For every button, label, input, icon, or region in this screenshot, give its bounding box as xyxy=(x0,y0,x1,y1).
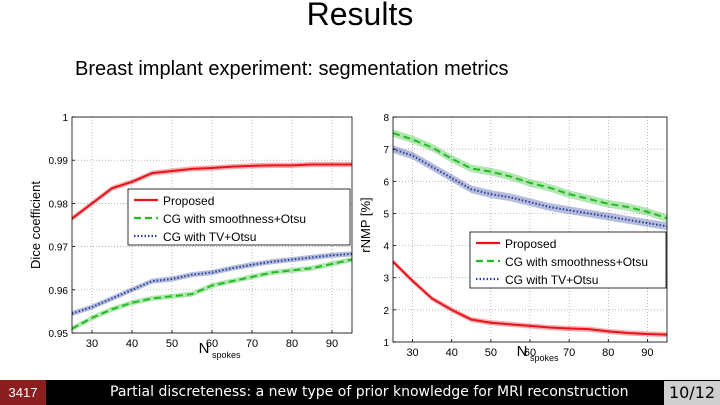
chart-2-xtick-label: 80 xyxy=(602,347,614,359)
page-number: 10/12 xyxy=(664,381,720,405)
chart-1-xtick-label: 60 xyxy=(206,338,218,350)
chart-2-legend-label-3: CG with TV+Otsu xyxy=(505,273,598,287)
chart-1-ytick-label: 0.98 xyxy=(49,199,69,210)
chart-2-series-3-line xyxy=(392,148,668,228)
chart-1-ytick-label: 0.99 xyxy=(49,156,69,167)
chart-2-xtick-label: 30 xyxy=(406,347,418,359)
chart-1-xlabel: N xyxy=(199,340,210,357)
chart-1-xtick-label: 40 xyxy=(126,338,138,350)
chart-1-series-1-line xyxy=(71,163,352,220)
charts-canvas: 30 40 50 60 70 80 90 1 0.99 0.98 0.97 0.96 0.95 N spok… xyxy=(28,113,668,363)
chart-1-series-2-band xyxy=(72,256,352,332)
chart-2-xlabel-sub: spokes xyxy=(530,353,559,363)
chart-2-xtick-label: 40 xyxy=(446,347,458,359)
chart-2-ytick-label: 7 xyxy=(383,145,389,156)
footer-text: Partial discreteness: a new type of prio… xyxy=(110,384,629,400)
chart-1-xtick-label: 70 xyxy=(246,338,258,350)
chart-1-ytick-label: 0.97 xyxy=(49,243,69,254)
chart-2-ylabel: rNMP [%] xyxy=(358,197,373,252)
chart-2-legend-label-2: CG with smoothness+Otsu xyxy=(505,255,648,269)
chart-1-ytick-label: 0.95 xyxy=(49,329,69,340)
chart-1-ylabel: Dice coefficient xyxy=(28,181,43,269)
chart-2-xtick-label: 60 xyxy=(524,347,536,359)
chart-1-series-3-line xyxy=(71,252,353,315)
chart-1-legend-label-3: CG with TV+Otsu xyxy=(163,230,256,244)
footer-bar xyxy=(0,380,720,405)
chart-2-ytick-label: 2 xyxy=(383,306,389,317)
chart-2-series-1-line xyxy=(392,260,668,336)
slide-subtitle: Breast implant experiment: segmentation … xyxy=(75,58,509,80)
chart-2-xtick-label: 70 xyxy=(563,347,575,359)
chart-1-xtick-label: 30 xyxy=(86,338,98,350)
chart-1-legend-box xyxy=(127,188,351,246)
chart-1-legend-label-2: CG with smoothness+Otsu xyxy=(163,212,306,226)
chart-2-ytick-label: 8 xyxy=(383,113,389,124)
chart-1-xtick-label: 90 xyxy=(326,338,338,350)
chart-2-series-2-band xyxy=(393,129,667,223)
chart-2-xtick-label: 50 xyxy=(485,347,497,359)
chart-1-xtick-label: 50 xyxy=(166,338,178,350)
slide-id-badge: 3417 xyxy=(0,380,46,405)
chart-1-ytick-label: 1 xyxy=(62,113,68,124)
chart-2-xlabel: N xyxy=(517,343,528,360)
chart-2-legend-label-1: Proposed xyxy=(505,237,556,251)
chart-2-plot-area xyxy=(393,117,667,342)
chart-1-ytick-label: 0.96 xyxy=(49,286,69,297)
chart-2-series-2-line xyxy=(392,132,668,220)
slide-title: Results xyxy=(306,0,414,32)
chart-2-ytick-label: 5 xyxy=(383,209,389,220)
chart-2-ytick-label: 6 xyxy=(383,177,389,188)
chart-1-series-3-band xyxy=(72,251,352,317)
chart-2-ytick-label: 1 xyxy=(383,338,389,349)
chart-1-xlabel-sub: spokes xyxy=(212,350,241,360)
chart-1-legend-label-1: Proposed xyxy=(163,194,214,208)
chart-2-legend-box xyxy=(469,231,667,289)
chart-2-ytick-label: 4 xyxy=(383,242,389,253)
chart-1-series-2-line xyxy=(71,258,353,330)
chart-1-xtick-label: 80 xyxy=(286,338,298,350)
chart-2-ytick-label: 3 xyxy=(383,274,389,285)
chart-2-xtick-label: 90 xyxy=(641,347,653,359)
